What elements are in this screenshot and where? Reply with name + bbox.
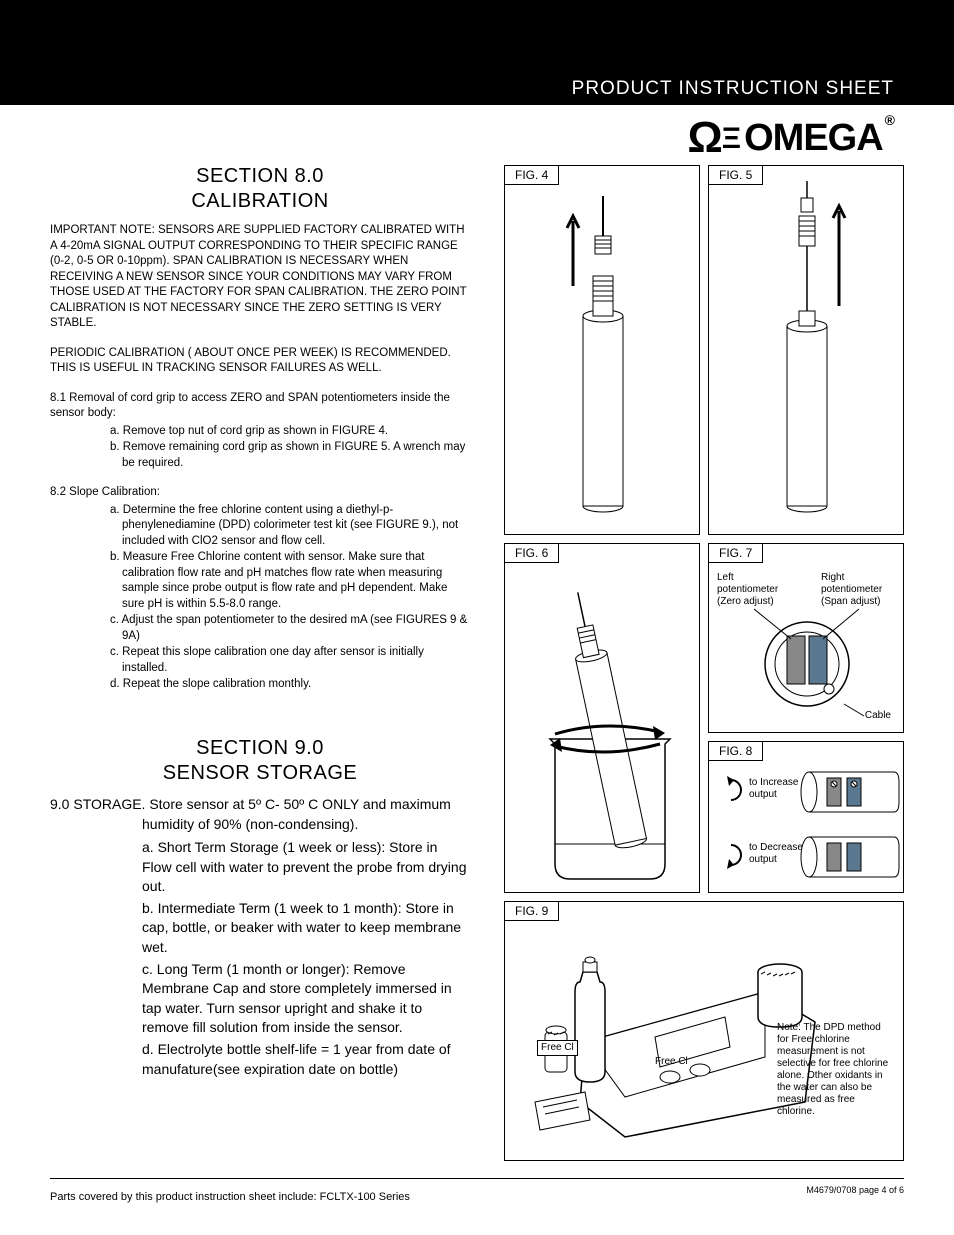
content: SECTION 8.0 CALIBRATION IMPORTANT NOTE: … bbox=[50, 165, 904, 1175]
fig9-note: Note: The DPD method for Free chlorine m… bbox=[777, 1022, 895, 1118]
page: PRODUCT INSTRUCTION SHEET ΩΞ OMEGA ® SEC… bbox=[0, 0, 954, 1235]
footer-page: M4679/0708 page 4 of 6 bbox=[806, 1185, 904, 1195]
brand-text: OMEGA bbox=[744, 117, 883, 160]
list-item: b. Intermediate Term (1 week to 1 month)… bbox=[142, 899, 470, 958]
step-8-2-list: a. Determine the free chlorine content u… bbox=[110, 503, 470, 693]
figure-5-diagram bbox=[709, 166, 905, 536]
section-9-title: SECTION 9.0 bbox=[50, 737, 470, 760]
figure-4-label: FIG. 4 bbox=[504, 165, 559, 185]
list-item: a. Remove top nut of cord grip as shown … bbox=[110, 424, 470, 440]
omega-glyph-icon: ΩΞ bbox=[688, 113, 741, 163]
registered-icon: ® bbox=[885, 112, 894, 128]
figure-6: FIG. 6 bbox=[504, 543, 700, 893]
right-column: FIG. 4 bbox=[504, 165, 904, 1161]
list-item: c. Long Term (1 month or longer): Remove… bbox=[142, 960, 470, 1038]
storage-list: a. Short Term Storage (1 week or less): … bbox=[142, 838, 470, 1079]
list-item: c. Adjust the span potentiometer to the … bbox=[110, 613, 470, 644]
footer: M4679/0708 page 4 of 6 Parts covered by … bbox=[50, 1178, 904, 1203]
list-item: c. Repeat this slope calibration one day… bbox=[110, 645, 470, 676]
figure-6-diagram bbox=[505, 544, 701, 894]
figure-8-diagram bbox=[709, 742, 905, 894]
step-8-1-heading: 8.1 Removal of cord grip to access ZERO … bbox=[50, 391, 470, 422]
step-8-1-list: a. Remove top nut of cord grip as shown … bbox=[110, 424, 470, 472]
footer-parts: Parts covered by this product instructio… bbox=[50, 1191, 410, 1203]
fig9-free-cl-1: Free Cl bbox=[537, 1040, 578, 1056]
important-note: IMPORTANT NOTE: SENSORS ARE SUPPLIED FAC… bbox=[50, 223, 470, 332]
figure-8-label: FIG. 8 bbox=[708, 741, 763, 761]
section-9-subtitle: SENSOR STORAGE bbox=[50, 762, 470, 785]
list-item: b. Measure Free Chlorine content with se… bbox=[110, 550, 470, 612]
list-item: a. Determine the free chlorine content u… bbox=[110, 503, 470, 550]
header-title: PRODUCT INSTRUCTION SHEET bbox=[572, 78, 894, 100]
figure-7: FIG. 7 Left potentiometer (Zero adjust) … bbox=[708, 543, 904, 733]
figure-4-diagram bbox=[505, 166, 701, 536]
list-item: d. Electrolyte bottle shelf-life = 1 yea… bbox=[142, 1040, 470, 1079]
fig9-free-cl-2: Free Cl bbox=[655, 1056, 688, 1068]
figure-4: FIG. 4 bbox=[504, 165, 700, 535]
figure-8: FIG. 8 to Increase output to Decrease ou… bbox=[708, 741, 904, 893]
figure-6-label: FIG. 6 bbox=[504, 543, 559, 563]
list-item: b. Remove remaining cord grip as shown i… bbox=[110, 440, 470, 471]
section-8-subtitle: CALIBRATION bbox=[50, 190, 470, 213]
storage-intro: 9.0 STORAGE. Store sensor at 5º C- 50º C… bbox=[50, 795, 470, 834]
figure-9-label: FIG. 9 bbox=[504, 901, 559, 921]
figure-5-label: FIG. 5 bbox=[708, 165, 763, 185]
section-8-title: SECTION 8.0 bbox=[50, 165, 470, 188]
figure-5: FIG. 5 bbox=[708, 165, 904, 535]
brand-logo: ΩΞ OMEGA ® bbox=[688, 113, 894, 163]
figure-7-diagram bbox=[709, 544, 905, 734]
list-item: d. Repeat the slope calibration monthly. bbox=[110, 677, 470, 693]
figure-9: FIG. 9 bbox=[504, 901, 904, 1161]
left-column: SECTION 8.0 CALIBRATION IMPORTANT NOTE: … bbox=[50, 165, 470, 1081]
list-item: a. Short Term Storage (1 week or less): … bbox=[142, 838, 470, 897]
step-8-2-heading: 8.2 Slope Calibration: bbox=[50, 485, 470, 501]
figure-stack: FIG. 7 Left potentiometer (Zero adjust) … bbox=[708, 543, 904, 893]
periodic-note: PERIODIC CALIBRATION ( ABOUT ONCE PER WE… bbox=[50, 346, 470, 377]
figure-7-label: FIG. 7 bbox=[708, 543, 763, 563]
figure-row-1: FIG. 4 bbox=[504, 165, 904, 535]
figure-row-2: FIG. 6 bbox=[504, 543, 904, 893]
